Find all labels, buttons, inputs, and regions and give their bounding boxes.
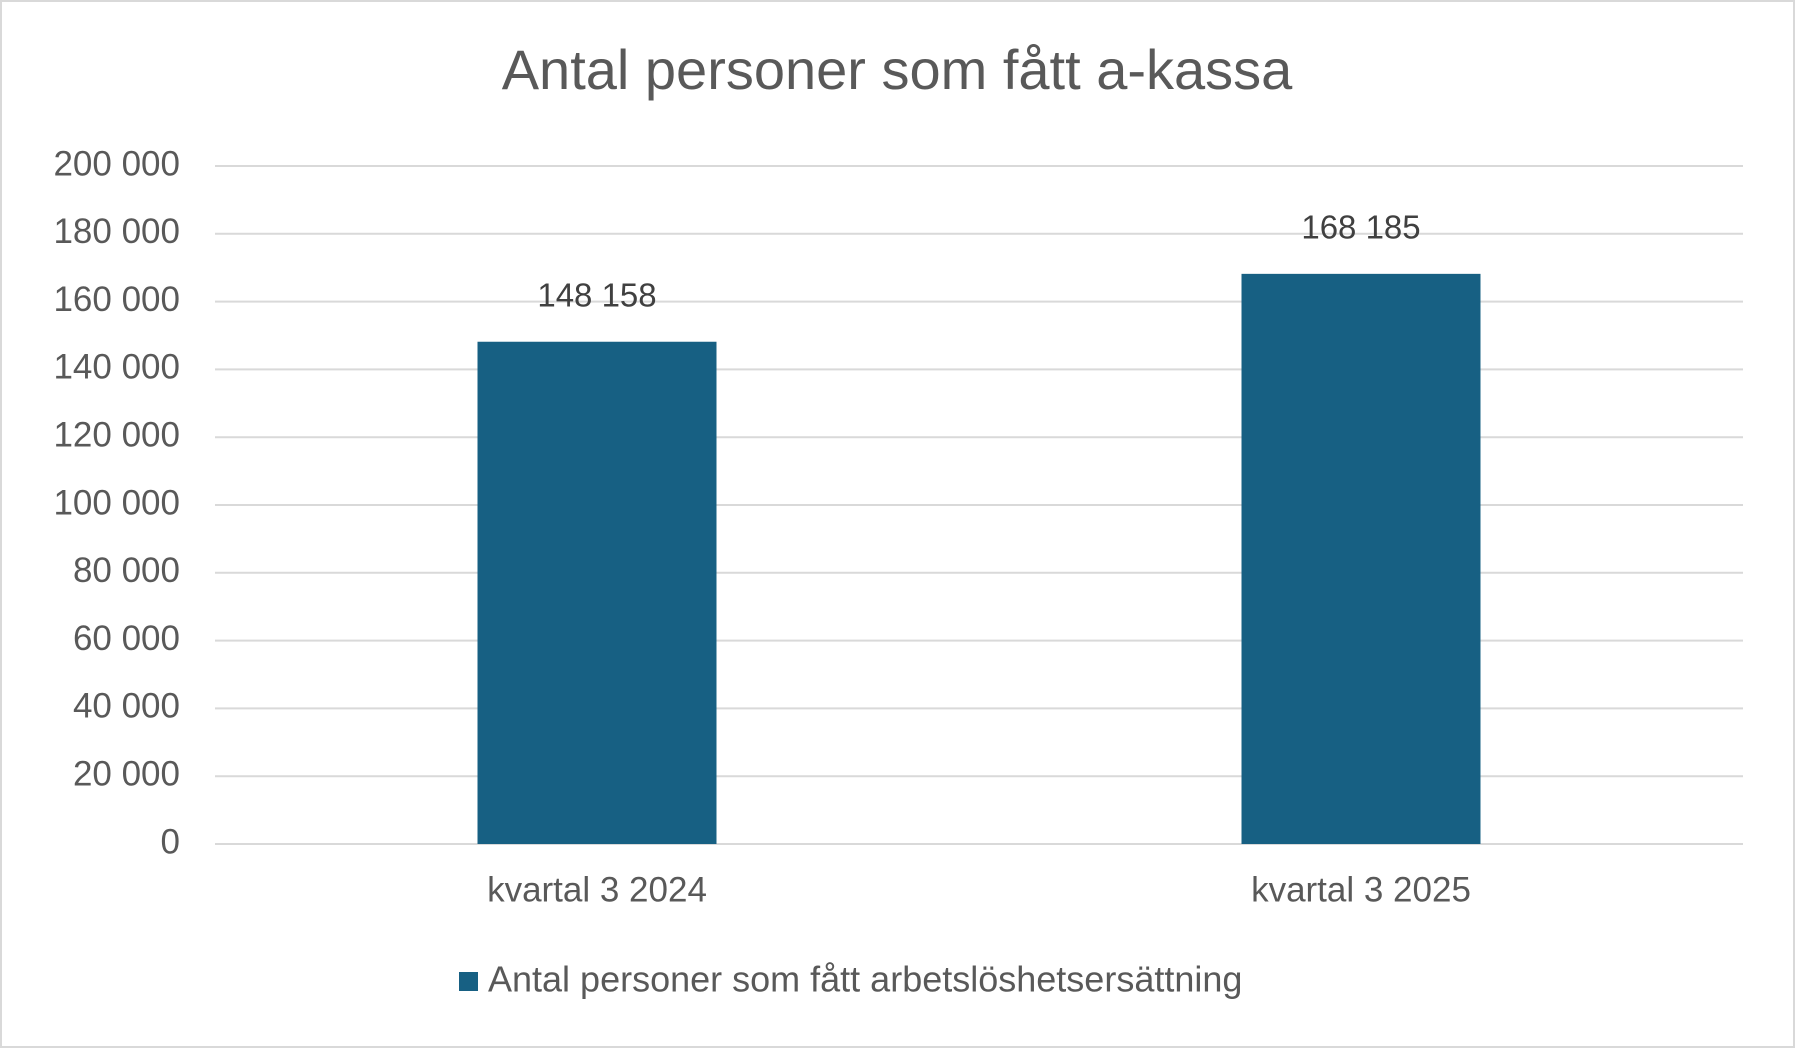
- x-tick-label: kvartal 3 2025: [1251, 870, 1471, 909]
- y-tick-label: 200 000: [53, 144, 180, 183]
- data-label: 148 158: [537, 276, 656, 313]
- legend-label: Antal personer som fått arbetslöshetsers…: [488, 959, 1242, 1000]
- data-label: 168 185: [1301, 209, 1420, 246]
- y-tick-label: 100 000: [53, 483, 180, 522]
- y-tick-label: 160 000: [53, 280, 180, 319]
- y-tick-label: 40 000: [73, 687, 180, 726]
- y-tick-label: 0: [161, 822, 180, 861]
- y-tick-label: 20 000: [73, 754, 180, 793]
- y-tick-label: 60 000: [73, 619, 180, 658]
- y-tick-label: 120 000: [53, 415, 180, 454]
- y-tick-label: 180 000: [53, 212, 180, 251]
- legend-swatch: [459, 972, 478, 991]
- bar: [477, 341, 717, 844]
- bar: [1241, 273, 1481, 844]
- x-tick-label: kvartal 3 2024: [487, 870, 707, 909]
- y-tick-label: 140 000: [53, 348, 180, 387]
- y-tick-label: 80 000: [73, 551, 180, 590]
- chart-title: Antal personer som fått a-kassa: [502, 38, 1293, 101]
